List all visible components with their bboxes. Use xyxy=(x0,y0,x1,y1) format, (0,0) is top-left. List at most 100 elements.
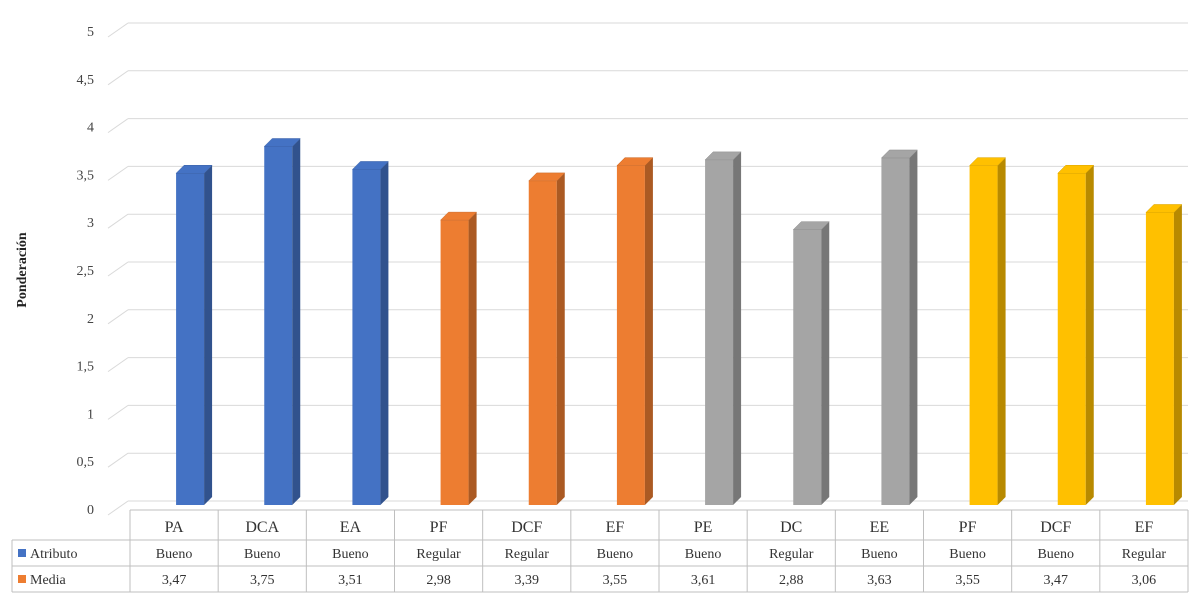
bar-top xyxy=(792,221,830,230)
legend-label: Media xyxy=(30,573,67,588)
y-tick-label: 2,5 xyxy=(77,264,95,279)
gridline-slant xyxy=(107,261,129,277)
bar-top xyxy=(968,157,1007,166)
bar-front xyxy=(881,157,910,506)
bar-front xyxy=(616,165,645,505)
x-category-label: DCF xyxy=(511,519,542,536)
bars xyxy=(175,138,1183,506)
bar-top xyxy=(351,161,390,170)
y-axis-label: Ponderación xyxy=(15,232,30,308)
bar-side xyxy=(909,149,918,506)
bar-side xyxy=(380,161,389,505)
table-cell: 2,88 xyxy=(779,573,804,588)
data-table: PA DCA EA PF DCF EF PE DC EE PF DCF EF Atributo Bueno… xyxy=(11,509,1189,593)
y-tick-label: 5 xyxy=(87,25,94,40)
bar-front xyxy=(440,220,469,505)
y-axis-ticks: 0 0,5 1 1,5 2 2,5 3 3,5 4 4,5 5 xyxy=(77,25,95,518)
y-tick-label: 1,5 xyxy=(77,360,95,375)
table-cell: 3,47 xyxy=(162,573,187,588)
bar xyxy=(968,157,1007,505)
bar-front xyxy=(969,165,998,505)
bar-side xyxy=(1085,165,1094,505)
table-cell: 2,98 xyxy=(426,573,451,588)
legend-swatch xyxy=(18,549,26,557)
legend-label: Atributo xyxy=(30,547,77,562)
bar-top xyxy=(880,149,919,159)
table-cell: Bueno xyxy=(1037,547,1074,562)
gridline-slant xyxy=(107,165,129,181)
x-category-label: EF xyxy=(606,519,625,536)
bar-top xyxy=(439,211,478,221)
table-cell: Regular xyxy=(505,547,550,562)
table-cell: 3,75 xyxy=(250,573,275,588)
table-cell: Regular xyxy=(769,547,814,562)
bar-top xyxy=(704,151,742,161)
bar-side xyxy=(204,165,213,505)
bar xyxy=(1145,204,1183,506)
table-cell: Bueno xyxy=(332,547,369,562)
gridline-slant xyxy=(107,213,129,229)
gridlines xyxy=(107,22,1188,516)
bar-front xyxy=(1145,212,1174,506)
table-cell: 3,47 xyxy=(1044,573,1069,588)
bar-side xyxy=(556,172,565,505)
table-cell: 3,39 xyxy=(515,573,540,588)
table-cell: 3,55 xyxy=(955,573,980,588)
bar xyxy=(792,221,830,505)
bar xyxy=(263,138,301,505)
bar-top xyxy=(616,157,654,166)
y-tick-label: 4 xyxy=(87,121,94,136)
bar-top xyxy=(1057,165,1095,174)
gridline-slant xyxy=(107,22,129,38)
y-tick-label: 4,5 xyxy=(77,73,95,88)
table-cell: 3,06 xyxy=(1132,573,1157,588)
bar-side xyxy=(644,157,653,505)
bar xyxy=(704,151,742,505)
table-cell: 3,55 xyxy=(603,573,628,588)
y-tick-label: 1 xyxy=(87,407,94,422)
table-cell: 3,61 xyxy=(691,573,716,588)
bar-front xyxy=(264,146,293,505)
bar-front xyxy=(1057,173,1086,505)
bar-top xyxy=(528,172,566,182)
bar-side xyxy=(1173,204,1182,506)
bar xyxy=(528,172,566,505)
gridline-slant xyxy=(107,357,129,373)
x-category-label: PE xyxy=(694,519,713,536)
gridline-slant xyxy=(107,309,129,325)
table-cell: Bueno xyxy=(156,547,193,562)
table-cell: Bueno xyxy=(861,547,898,562)
x-category-label: PA xyxy=(165,519,184,536)
x-category-label: DC xyxy=(780,519,802,536)
bar xyxy=(175,165,213,505)
bar xyxy=(880,149,919,506)
bar-side xyxy=(292,138,301,505)
x-category-label: EF xyxy=(1135,519,1154,536)
gridline-slant xyxy=(107,70,129,86)
bar-front xyxy=(176,173,205,505)
y-tick-label: 3,5 xyxy=(77,168,95,183)
y-tick-label: 2 xyxy=(87,312,94,327)
bar xyxy=(616,157,654,505)
table-cell: Regular xyxy=(416,547,461,562)
table-cell: Bueno xyxy=(949,547,986,562)
gridline-slant xyxy=(107,404,129,420)
x-category-label: PF xyxy=(959,519,977,536)
table-cell: Regular xyxy=(1122,547,1167,562)
bar-top xyxy=(175,165,213,174)
table-cell: 3,63 xyxy=(867,573,892,588)
gridline-slant xyxy=(107,500,129,516)
bar-front xyxy=(793,229,822,505)
x-category-label: EE xyxy=(870,519,890,536)
gridline-slant xyxy=(107,452,129,468)
bar xyxy=(439,211,478,505)
bar-side xyxy=(468,212,477,505)
table-cell: 3,51 xyxy=(338,573,363,588)
bar-front xyxy=(352,169,381,505)
gridline-slant xyxy=(107,118,129,134)
x-category-label: DCF xyxy=(1040,519,1071,536)
x-category-label: PF xyxy=(430,519,448,536)
bar xyxy=(351,161,390,505)
x-category-label: EA xyxy=(340,519,362,536)
